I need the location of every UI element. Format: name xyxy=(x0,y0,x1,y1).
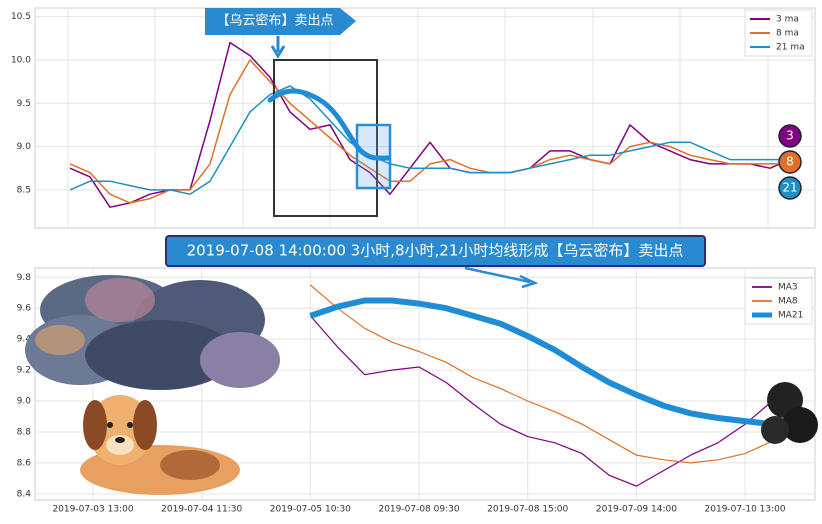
plot-area-top xyxy=(34,7,816,229)
highlight-box xyxy=(273,59,378,217)
x-tick-label: 2019-07-03 13:00 xyxy=(52,505,133,515)
badge-label: 21 xyxy=(782,181,797,195)
x-tick-label: 2019-07-08 15:00 xyxy=(487,505,568,515)
arrow xyxy=(464,266,539,289)
trend-highlight xyxy=(267,88,391,161)
y-tick-label: 9.0 xyxy=(17,142,32,152)
storm-cloud xyxy=(25,275,280,390)
y-tick-label: 10.5 xyxy=(11,12,31,22)
banner-arrow xyxy=(205,8,356,35)
y-tick-label: 8.8 xyxy=(17,427,32,437)
line-series xyxy=(309,297,773,428)
legend-label: MA21 xyxy=(778,311,803,321)
y-tick-label: 8.4 xyxy=(17,489,32,499)
black-cloud xyxy=(761,382,818,444)
y-tick-label: 9.8 xyxy=(17,273,32,283)
y-tick-label: 9.6 xyxy=(17,304,32,314)
badge xyxy=(778,176,802,200)
line-series xyxy=(310,284,773,464)
x-tick-label: 2019-07-05 10:30 xyxy=(270,505,351,515)
x-tick-label: 2019-07-09 14:00 xyxy=(596,505,677,515)
badge xyxy=(778,150,802,174)
y-tick-label: 8.5 xyxy=(17,185,31,195)
line-series xyxy=(69,85,790,195)
annotation: 2019-07-08 14:00:00 3小时,8小时,21小时均线形成【乌云密… xyxy=(187,242,684,260)
x-tick-label: 2019-07-04 11:30 xyxy=(161,505,242,515)
legend-label: MA3 xyxy=(778,283,798,293)
line-series xyxy=(309,315,773,487)
x-tick-label: 2019-07-08 09:30 xyxy=(378,505,459,515)
badge-label: 3 xyxy=(786,129,794,143)
legend-label: 3 ma xyxy=(776,15,799,25)
annotation: 【乌云密布】卖出点 xyxy=(216,13,333,29)
y-tick-label: 9.5 xyxy=(17,99,31,109)
legend-label: 8 ma xyxy=(776,29,799,39)
badge xyxy=(778,124,802,148)
dog xyxy=(80,395,240,495)
x-tick-label: 2019-07-10 13:00 xyxy=(705,505,786,515)
line-series xyxy=(69,59,790,204)
legend-label: MA8 xyxy=(778,297,798,307)
annotation-box xyxy=(165,235,706,267)
arrow xyxy=(270,36,286,59)
badge-label: 8 xyxy=(786,155,794,169)
y-tick-label: 9.4 xyxy=(17,335,32,345)
legend-label: 21 ma xyxy=(776,43,805,53)
y-tick-label: 10.0 xyxy=(11,55,31,65)
y-tick-label: 9.0 xyxy=(17,397,32,407)
y-tick-label: 8.6 xyxy=(17,458,32,468)
y-tick-label: 9.2 xyxy=(17,366,31,376)
